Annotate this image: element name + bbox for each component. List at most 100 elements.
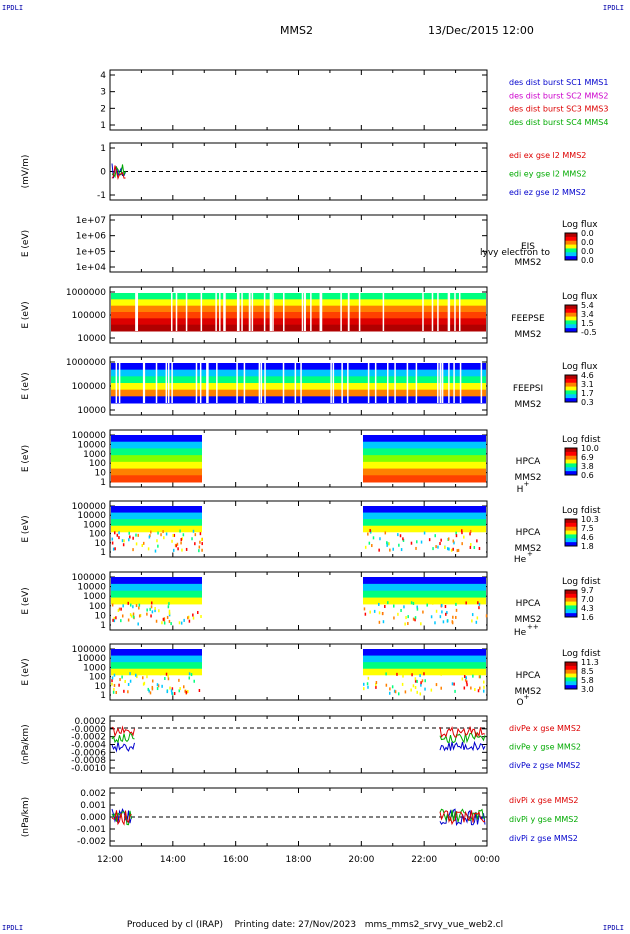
spectrogram-band <box>363 681 486 689</box>
sparse-pixel <box>188 619 191 623</box>
time-tick-label: 22:00 <box>411 855 437 865</box>
colorbar-segment <box>565 378 577 382</box>
sparse-pixel <box>179 687 181 691</box>
time-tick-label: 20:00 <box>348 855 374 865</box>
colorbar-tick: 7.0 <box>581 595 594 604</box>
sparse-pixel <box>160 533 162 537</box>
sparse-pixel <box>378 611 381 615</box>
series-trace <box>111 164 126 179</box>
data-gap <box>135 293 137 331</box>
spectrogram-band <box>363 611 486 619</box>
sparse-pixel <box>150 605 153 609</box>
data-gap <box>224 293 226 331</box>
sparse-pixel <box>132 605 134 609</box>
data-gap <box>167 363 170 403</box>
colorbar-frame <box>564 232 578 261</box>
sparse-pixel <box>115 616 117 620</box>
time-tick-label: 18:00 <box>286 855 312 865</box>
sparse-pixel <box>465 676 468 680</box>
sparse-pixel <box>397 612 399 616</box>
sparse-pixel <box>113 619 116 623</box>
sparse-pixel <box>456 549 459 553</box>
colorbar-tick: 1.6 <box>581 613 594 622</box>
species-charge: + <box>527 550 533 558</box>
colorbar-segment <box>565 455 577 459</box>
sparse-pixel <box>115 690 117 694</box>
sparse-pixel <box>435 545 437 549</box>
sparse-pixel <box>187 616 189 620</box>
sparse-pixel <box>465 680 468 684</box>
chart-area: 4 3 2 1 des dist burst SC1 MMS1 des dist burs… <box>21 69 608 865</box>
sparse-pixel <box>446 619 449 623</box>
sparse-pixel <box>127 601 129 605</box>
colorbar-segment <box>565 519 577 522</box>
legend-entry: edi ex gse l2 MMS2 <box>509 151 586 160</box>
sparse-pixel <box>363 607 366 611</box>
sparse-pixel <box>154 609 156 613</box>
spectrogram-band <box>111 455 202 463</box>
colorbar-title: Log flux <box>562 362 598 372</box>
colorbar-segment <box>565 330 577 333</box>
sparse-pixel <box>400 608 402 612</box>
ytick-label: 0.001 <box>80 801 106 811</box>
sparse-pixel <box>402 674 404 678</box>
sparse-pixel <box>477 601 479 605</box>
sparse-pixel <box>118 607 121 611</box>
sparse-pixel <box>178 678 180 682</box>
y-axis-label: E (eV) <box>21 230 31 257</box>
sparse-pixel <box>431 601 434 605</box>
ytick-label: -0.001 <box>77 825 106 835</box>
sparse-pixel <box>389 687 391 691</box>
sparse-pixel <box>192 616 195 620</box>
colorbar-segment <box>565 310 577 314</box>
date-title: 13/Dec/2015 12:00 <box>428 24 534 37</box>
colorbar-segment <box>565 238 577 242</box>
colorbar-segment <box>565 540 577 543</box>
sparse-pixel <box>455 615 457 619</box>
colorbar-segment <box>565 609 577 612</box>
colorbar-segment <box>565 473 577 476</box>
colorbar-segment <box>565 662 577 665</box>
sparse-pixel <box>461 531 463 535</box>
sparse-pixel <box>157 684 160 688</box>
colorbar-segment <box>565 597 577 601</box>
data-gap <box>347 293 350 331</box>
sparse-pixel <box>178 621 181 625</box>
data-gap <box>243 363 246 403</box>
instrument-label: HPCA <box>516 457 541 467</box>
sparse-pixel <box>414 618 416 622</box>
colorbar-segment <box>565 538 577 541</box>
sparse-pixel <box>461 677 464 681</box>
colorbar-segment <box>565 667 577 671</box>
sparse-pixel <box>367 532 369 536</box>
sparse-pixel <box>111 682 113 686</box>
sparse-pixel <box>137 622 139 626</box>
sparse-pixel <box>111 679 113 683</box>
data-gap <box>330 363 332 403</box>
sparse-pixel <box>412 617 415 621</box>
spectrogram-band <box>363 668 486 676</box>
sparse-pixel <box>404 622 406 626</box>
sparse-pixel <box>434 621 436 625</box>
data-gap <box>382 293 385 331</box>
ytick-label: 0.000 <box>80 813 106 823</box>
overlay-label: lyvy electron to <box>480 248 550 258</box>
species-label: He <box>514 555 527 565</box>
sparse-pixel <box>416 540 418 544</box>
sparse-pixel <box>398 543 400 547</box>
colorbar-segment <box>565 520 577 524</box>
spectrogram-band <box>111 293 486 300</box>
instrument-label: HPCA <box>516 528 541 538</box>
colorbar-tick: 5.4 <box>581 301 594 310</box>
sparse-pixel <box>181 548 183 552</box>
spectrogram-band <box>111 305 486 313</box>
legend-entry: divPe x gse MMS2 <box>509 724 581 733</box>
ytick-label: 1000 <box>83 450 106 460</box>
spacecraft-label: MMS2 <box>515 258 542 268</box>
spectrogram-band <box>111 324 486 332</box>
sparse-pixel <box>113 531 116 535</box>
sparse-pixel <box>426 603 428 607</box>
sparse-pixel <box>147 687 150 691</box>
spectrogram-band <box>363 512 486 520</box>
